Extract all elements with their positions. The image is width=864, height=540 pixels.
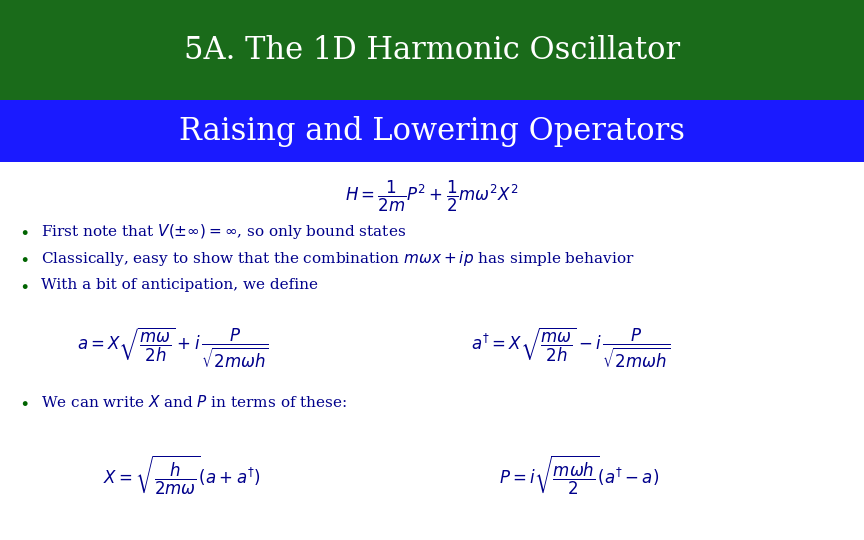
Text: $H = \dfrac{1}{2m}P^2 + \dfrac{1}{2}m\omega^2 X^2$: $H = \dfrac{1}{2m}P^2 + \dfrac{1}{2}m\om… <box>346 178 518 214</box>
Text: $\bullet$: $\bullet$ <box>19 276 29 294</box>
Text: $a = X\sqrt{\dfrac{m\omega}{2h}} + i\,\dfrac{P}{\sqrt{2m\omega h}}$: $a = X\sqrt{\dfrac{m\omega}{2h}} + i\,\d… <box>77 326 269 370</box>
Text: $a^{\dagger} = X\sqrt{\dfrac{m\omega}{2h}} - i\,\dfrac{P}{\sqrt{2m\omega h}}$: $a^{\dagger} = X\sqrt{\dfrac{m\omega}{2h… <box>471 326 670 370</box>
Text: With a bit of anticipation, we define: With a bit of anticipation, we define <box>41 278 319 292</box>
Text: Classically, easy to show that the combination $m\omega x + ip$ has simple behav: Classically, easy to show that the combi… <box>41 248 635 268</box>
Text: 5A. The 1D Harmonic Oscillator: 5A. The 1D Harmonic Oscillator <box>184 35 680 66</box>
Text: $\bullet$: $\bullet$ <box>19 222 29 240</box>
Text: $X = \sqrt{\dfrac{h}{2m\omega}}\left(a + a^{\dagger}\right)$: $X = \sqrt{\dfrac{h}{2m\omega}}\left(a +… <box>103 454 260 497</box>
Text: $\bullet$: $\bullet$ <box>19 393 29 411</box>
Text: We can write $X$ and $P$ in terms of these:: We can write $X$ and $P$ in terms of the… <box>41 394 347 410</box>
Text: $P = i\sqrt{\dfrac{m\omega h}{2}}\left(a^{\dagger} - a\right)$: $P = i\sqrt{\dfrac{m\omega h}{2}}\left(a… <box>499 454 659 497</box>
Text: First note that $V(\pm\infty) = \infty$, so only bound states: First note that $V(\pm\infty) = \infty$,… <box>41 221 407 241</box>
Text: $\bullet$: $\bullet$ <box>19 249 29 267</box>
FancyBboxPatch shape <box>0 100 864 162</box>
FancyBboxPatch shape <box>0 0 864 100</box>
Text: Raising and Lowering Operators: Raising and Lowering Operators <box>179 116 685 147</box>
